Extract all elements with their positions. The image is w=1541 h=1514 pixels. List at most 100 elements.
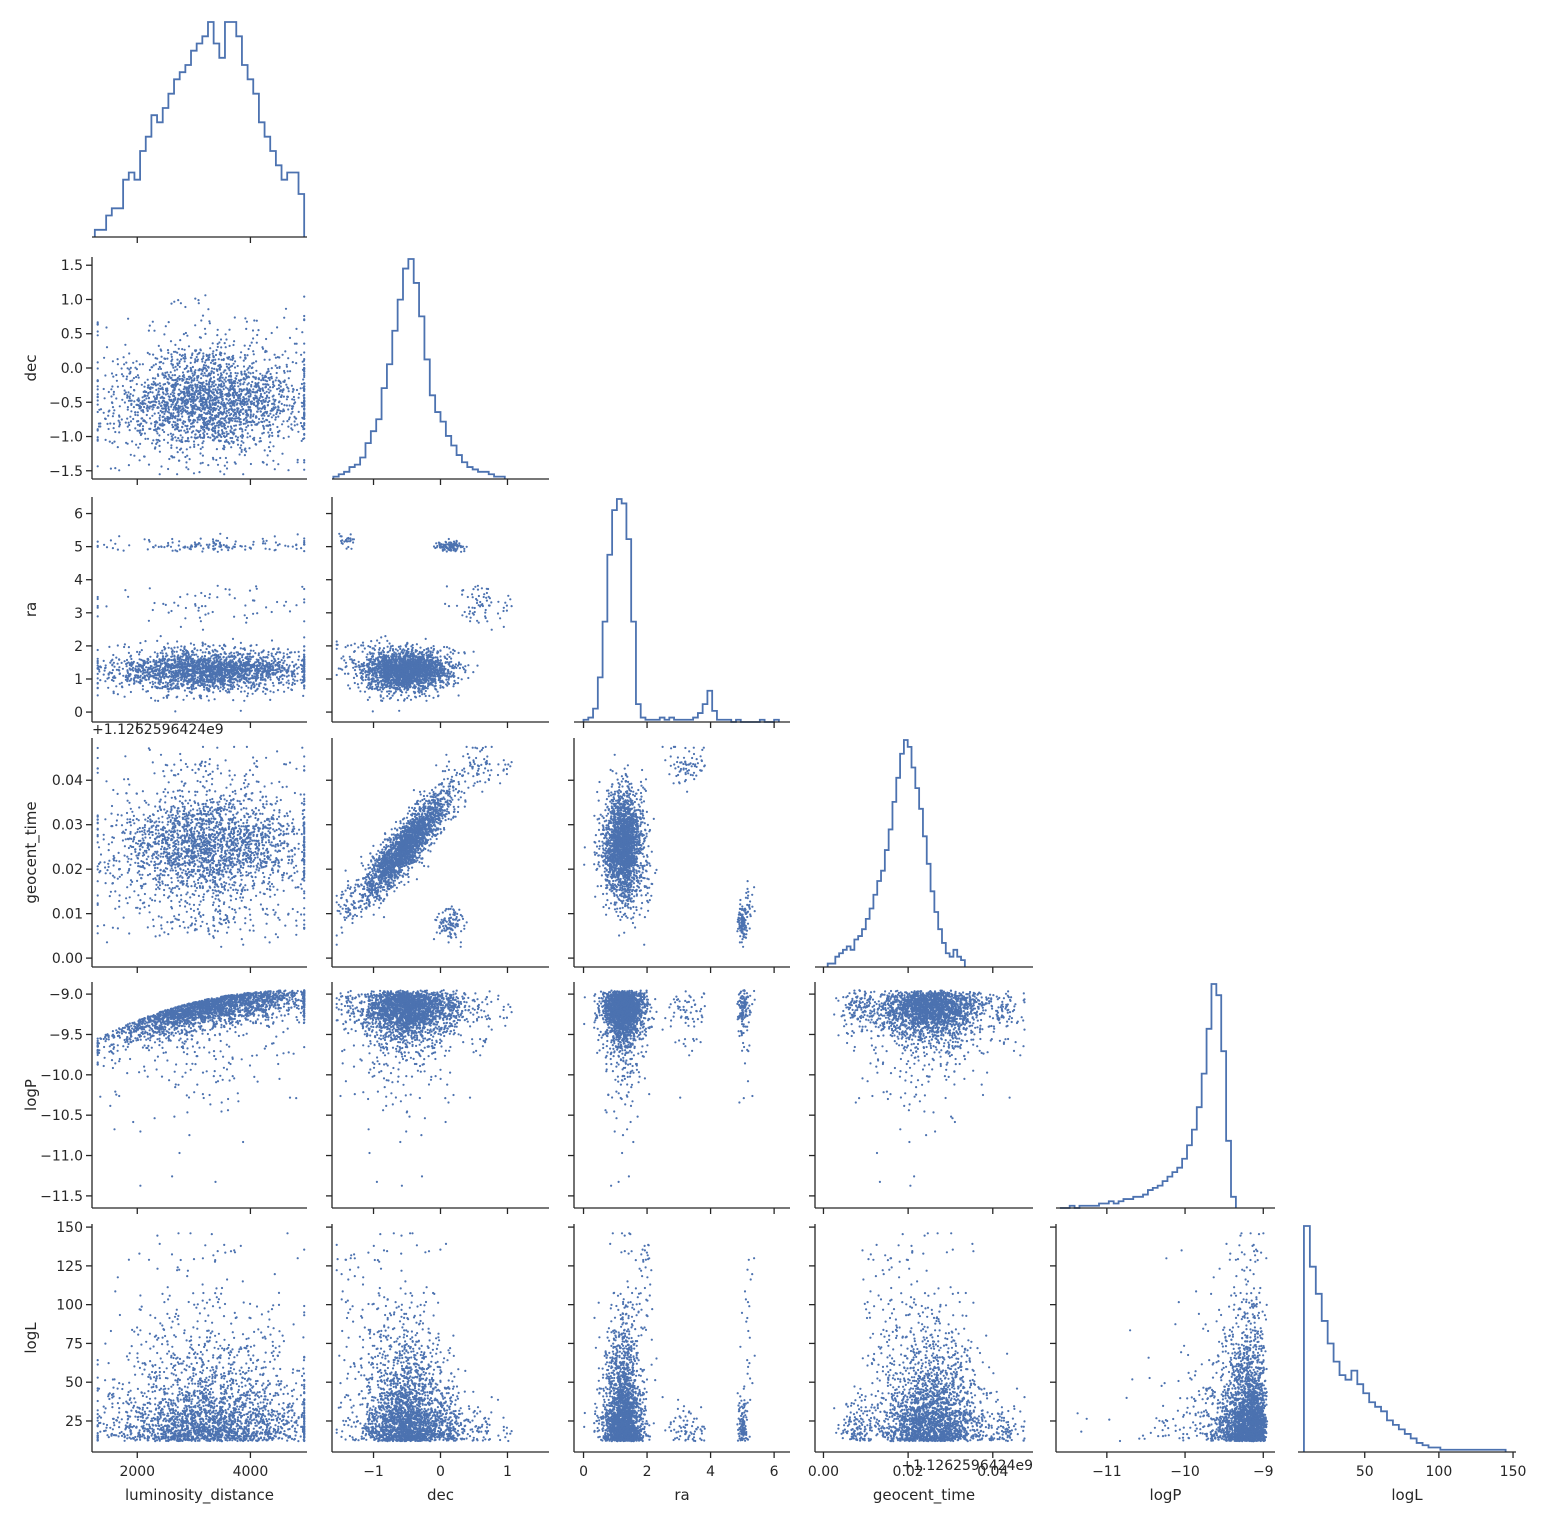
scatter-point [182,683,184,685]
scatter-point [242,442,244,444]
scatter-point [225,412,227,414]
scatter-point [133,406,135,408]
scatter-point [274,354,276,356]
scatter-point [200,377,202,379]
scatter-point [219,435,221,437]
scatter-point [181,436,183,438]
scatter-point [221,680,223,682]
scatter-point [168,458,170,460]
scatter-point [300,422,302,424]
scatter-point [181,665,183,667]
scatter-point [190,381,192,383]
scatter-point [295,362,297,364]
scatter-point [232,344,234,346]
scatter-point [170,371,172,373]
scatter-point [187,675,189,677]
scatter-point [128,422,130,424]
scatter-point [212,649,214,651]
scatter-point [142,688,144,690]
scatter-point [208,385,210,387]
scatter-point [257,329,259,331]
scatter-point [302,378,304,380]
scatter-point [180,410,182,412]
scatter-point [292,361,294,363]
scatter-point [221,381,223,383]
scatter-point [233,340,235,342]
scatter-point [184,349,186,351]
scatter-point [248,371,250,373]
scatter-point [212,611,214,613]
scatter-point [151,686,153,688]
scatter-point [213,661,215,663]
scatter-point [200,697,202,699]
scatter-point [179,673,181,675]
scatter-point [159,451,161,453]
scatter-point [200,373,202,375]
scatter-point [194,358,196,360]
scatter-point [172,541,174,543]
scatter-point [204,391,206,393]
scatter-point [207,366,209,368]
scatter-point [124,401,126,403]
scatter-point [212,353,214,355]
scatter-point [155,363,157,365]
scatter-point [200,437,202,439]
scatter-point [267,404,269,406]
scatter-point [243,647,245,649]
scatter-point [293,389,295,391]
scatter-point [178,460,180,462]
scatter-point [199,673,201,675]
scatter-point [265,397,267,399]
scatter-point [162,686,164,688]
scatter-point [109,671,111,673]
scatter-point [165,681,167,683]
scatter-point [267,371,269,373]
scatter-point [185,406,187,408]
scatter-point [269,548,271,550]
scatter-point [168,612,170,614]
scatter-point [130,386,132,388]
scatter-point [211,396,213,398]
scatter-point [172,426,174,428]
scatter-point [213,371,215,373]
scatter-point [195,687,197,689]
scatter-point [245,411,247,413]
scatter-point [287,648,289,650]
scatter-point [267,368,269,370]
scatter-point [286,364,288,366]
scatter-point [149,682,151,684]
scatter-point [252,337,254,339]
scatter-point [154,377,156,379]
scatter-point [243,377,245,379]
scatter-point [168,382,170,384]
scatter-point [256,667,258,669]
scatter-point [179,360,181,362]
scatter-point [303,376,305,378]
scatter-point [103,357,105,359]
scatter-point [237,436,239,438]
scatter-point [419,647,421,649]
scatter-point [283,437,285,439]
scatter-point [197,667,199,669]
scatter-point [238,418,240,420]
scatter-point [152,683,154,685]
scatter-point [158,434,160,436]
scatter-point [278,387,280,389]
scatter-point [177,415,179,417]
scatter-point [206,684,208,686]
scatter-point [132,418,134,420]
scatter-point [244,354,246,356]
scatter-point [242,659,244,661]
scatter-point [293,673,295,675]
scatter-point [219,392,221,394]
scatter-point [116,380,118,382]
scatter-point [198,607,200,609]
scatter-point [104,670,106,672]
scatter-point [103,388,105,390]
scatter-point [260,411,262,413]
scatter-point [201,407,203,409]
scatter-point [269,413,271,415]
scatter-point [262,418,264,420]
scatter-point [113,427,115,429]
scatter-point [263,412,265,414]
